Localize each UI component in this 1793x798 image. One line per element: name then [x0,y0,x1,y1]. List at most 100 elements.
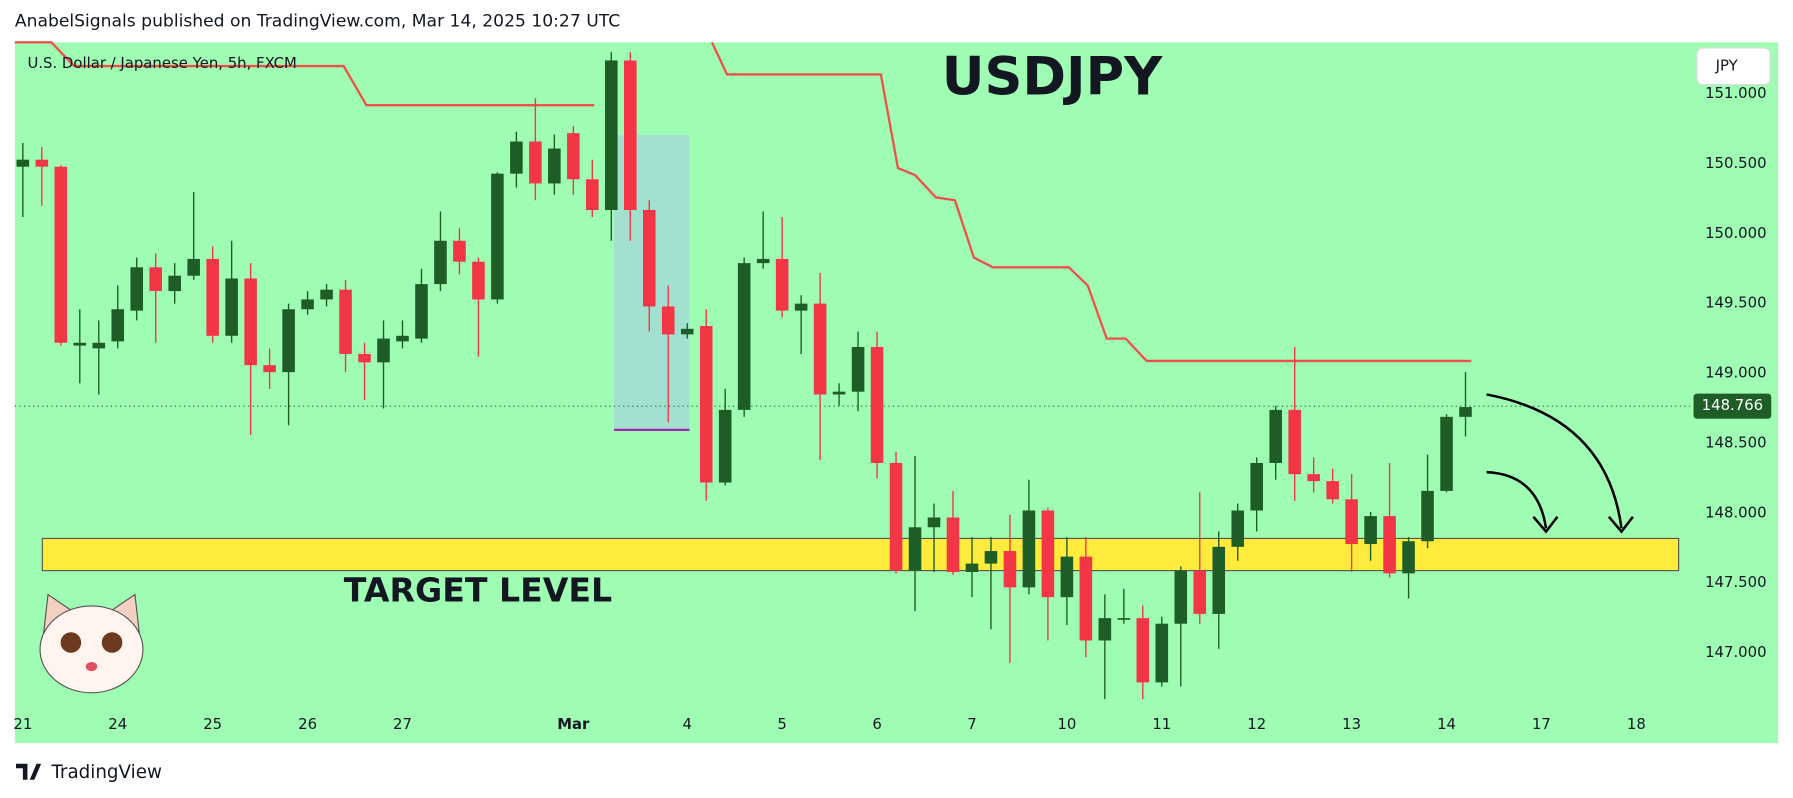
currency-label[interactable]: JPY [1715,56,1739,74]
candle-body [794,303,808,311]
arrows [1486,393,1634,534]
candle-body [1098,618,1112,641]
candle-body [491,173,504,300]
candle-body [1383,516,1396,574]
candle-body [756,258,770,264]
symbol-subtitle: U.S. Dollar / Japanese Yen, 5h, FXCM [27,54,296,72]
candle-body [1421,490,1434,542]
candle-body [73,342,87,346]
x-tick-label: 7 [967,715,976,733]
candle-body [1269,409,1282,463]
x-tick-label: 25 [203,715,222,733]
footer-text: TradingView [50,762,162,783]
x-tick-label: 14 [1437,715,1456,733]
candle-body [548,148,561,184]
candle-body [623,60,637,211]
candle-body [775,258,789,311]
candle-body [567,133,580,180]
resistance-line [14,41,595,107]
candle-body [718,409,732,483]
candle-body [642,210,656,307]
candle-body [1022,510,1036,588]
candle-body [377,338,390,363]
candle-body [1136,618,1150,683]
logo-mark [16,763,42,780]
candle-body [282,309,295,373]
candle-body [225,278,238,336]
candle-body [320,289,333,300]
footer-logo: TradingView [16,762,162,783]
x-tick-label: 10 [1057,715,1076,733]
x-tick-label: 13 [1342,715,1361,733]
last-price-label: 148.766 [1702,396,1763,414]
candle-body [908,527,922,571]
candle-body [92,342,106,349]
chart-background [14,42,1779,744]
candle-body [529,141,542,184]
y-tick-label: 147.500 [1705,573,1766,591]
cat-mouth [85,661,98,672]
candle-body [1079,556,1093,641]
candle-body [889,462,903,571]
x-tick-label: Mar [557,715,590,733]
candle-body [1117,618,1131,620]
candle-body [965,563,979,572]
candle-body [453,240,466,262]
candle-body [434,240,447,285]
candle-body [339,289,352,354]
candle-body [244,278,257,366]
candle-body [984,551,998,564]
x-tick-label: 21 [13,715,32,733]
candle-body [1250,462,1264,511]
candle-body [111,309,125,342]
candle-body [1402,541,1415,574]
chart-title: USDJPY [942,47,1163,108]
x-tick-label: 4 [682,715,691,733]
y-tick-label: 150.000 [1705,224,1766,242]
y-tick-label: 149.500 [1705,294,1766,312]
candle-body [946,517,960,572]
candle-body [415,284,428,339]
target-zone [41,537,1680,572]
candle-body [851,346,865,392]
candle-body [680,328,694,335]
y-tick-label: 149.000 [1705,364,1766,382]
x-tick-label: 18 [1627,715,1646,733]
candle-body [737,263,751,410]
cat-face [39,605,144,694]
candle-body [1155,623,1169,683]
candle-body [1326,481,1339,500]
candle-body [1041,510,1055,598]
candle-body [35,159,49,167]
candle-body [1307,474,1320,482]
candle-body [870,346,884,463]
candle-body [1345,499,1358,545]
candle-body [586,179,599,211]
candle-body [1364,516,1377,545]
candle-body [206,258,219,336]
currency-button[interactable] [1696,47,1771,86]
x-tick-label: 17 [1532,715,1551,733]
last-price-box [1693,393,1772,419]
candle-body [927,517,941,528]
x-tick-label: 24 [108,715,127,733]
y-tick-label: 148.000 [1705,503,1766,521]
candle-body [813,303,827,395]
arrow [1486,393,1623,529]
x-tick-label: 5 [777,715,786,733]
candle-body [396,335,409,342]
candle-body [605,60,618,211]
candle-body [1193,570,1207,614]
target-label: TARGET LEVEL [344,571,612,610]
candle-body [1003,551,1017,588]
candle-body [263,365,276,373]
cat-logo [39,593,144,694]
candle-body [1231,510,1245,547]
resistance-line [710,41,1472,363]
x-tick-label: 6 [872,715,881,733]
y-tick-label: 147.000 [1705,643,1766,661]
arrow [1486,470,1548,529]
y-tick-label: 151.000 [1705,84,1766,102]
